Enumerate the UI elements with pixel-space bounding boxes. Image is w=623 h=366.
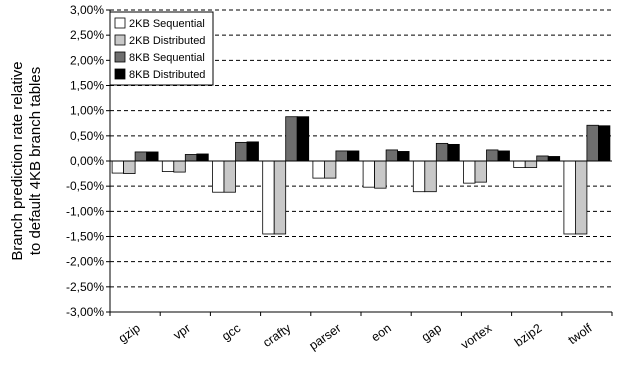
y-tick-label: -0,50% [66,179,104,193]
bar-gcc-8kb-sequential [235,141,248,162]
y-tick-label: -1,00% [66,204,104,218]
bar-crafty-8kb-sequential [285,116,298,162]
bar-bzip2-8kb-sequential [536,155,549,162]
legend-swatch [114,34,126,46]
bar-bzip2-8kb-distributed [547,156,561,162]
x-category-label: vortex [458,321,495,352]
bar-vortex-2kb-sequential [463,160,476,184]
bar-twolf-2kb-distributed [575,160,588,235]
bar-gcc-2kb-sequential [212,160,225,193]
y-axis-title: Branch prediction rate relative to defau… [9,61,44,260]
x-category-label: twolf [566,321,596,348]
bar-gcc-2kb-distributed [223,160,236,193]
bar-gap-2kb-distributed [424,160,437,193]
bar-parser-8kb-distributed [346,150,360,162]
bar-twolf-8kb-distributed [598,125,611,162]
legend-label: 8KB Sequential [129,52,205,64]
x-category-label: gap [419,321,444,344]
bar-vpr-2kb-sequential [161,160,175,172]
legend: 2KB Sequential 2KB Distributed 8KB Sequent… [109,11,214,86]
legend-swatch [114,68,126,80]
x-category-label: gzip [116,321,143,346]
bar-vpr-8kb-distributed [196,153,209,162]
bar-parser-8kb-sequential [335,150,348,162]
y-tick-label: 0,00% [70,154,104,168]
bars [110,116,612,235]
bar-gcc-8kb-distributed [246,141,259,162]
bar-gzip-8kb-sequential [134,151,148,162]
bar-gap-8kb-distributed [447,143,460,162]
y-axis-title-line-2: to default 4KB branch tables [27,67,44,255]
x-category-label: crafty [260,321,294,350]
x-category-label: vpr [171,321,193,342]
x-category-label: gcc [219,321,243,344]
bar-eon-8kb-sequential [385,149,399,162]
y-tick-label: -2,50% [66,280,104,294]
y-tick-label: 1,00% [70,104,104,118]
bar-parser-2kb-distributed [323,160,337,179]
y-tick-label: 2,00% [70,53,104,67]
bar-vortex-8kb-sequential [486,149,499,162]
bar-gzip-2kb-sequential [111,160,124,174]
bar-crafty-2kb-sequential [262,160,275,235]
bar-eon-2kb-sequential [362,160,376,188]
legend-label: 2KB Distributed [129,35,205,47]
legend-swatch [114,51,126,63]
x-axis-category-labels: gzip vpr gcc crafty parser eon gap vortex bzip2 t… [109,312,613,353]
legend-box [109,11,214,86]
bar-crafty-8kb-distributed [296,116,310,162]
bar-gzip-2kb-distributed [123,160,136,174]
bar-gap-2kb-sequential [412,160,426,193]
legend-swatch [114,17,126,29]
x-category-label: parser [307,321,344,353]
bar-bzip2-2kb-sequential [513,160,526,168]
bar-eon-2kb-distributed [374,160,387,189]
y-tick-label: -1,50% [66,230,104,244]
x-category-label: bzip2 [512,321,545,350]
bar-bzip2-2kb-distributed [524,160,538,168]
y-axis-ticks: 3,00% 2,50% 2,00% 1,50% 1,00% 0,50% 0,00% -0,50… [66,3,110,319]
x-category-label: eon [369,321,394,344]
bar-crafty-2kb-distributed [273,160,287,235]
legend-label: 2KB Sequential [129,18,205,30]
y-tick-label: 0,50% [70,129,104,143]
bar-eon-8kb-distributed [397,151,410,162]
bar-twolf-2kb-sequential [563,160,576,235]
bar-gap-8kb-sequential [435,142,449,162]
y-tick-label: 3,00% [70,3,104,17]
bar-vpr-2kb-distributed [173,160,186,173]
y-tick-label: 1,50% [70,79,104,93]
bar-vortex-8kb-distributed [497,150,510,162]
y-tick-label: -3,00% [66,305,104,319]
y-tick-label: 2,50% [70,28,104,42]
legend-label: 8KB Distributed [129,69,205,81]
y-tick-label: -2,00% [66,255,104,269]
bar-parser-2kb-sequential [312,160,325,179]
y-axis-title-line-1: Branch prediction rate relative [9,61,26,260]
bar-vpr-8kb-sequential [184,154,198,162]
bar-gzip-8kb-distributed [146,151,159,162]
bar-vortex-2kb-distributed [474,160,487,183]
bar-twolf-8kb-sequential [586,124,599,162]
